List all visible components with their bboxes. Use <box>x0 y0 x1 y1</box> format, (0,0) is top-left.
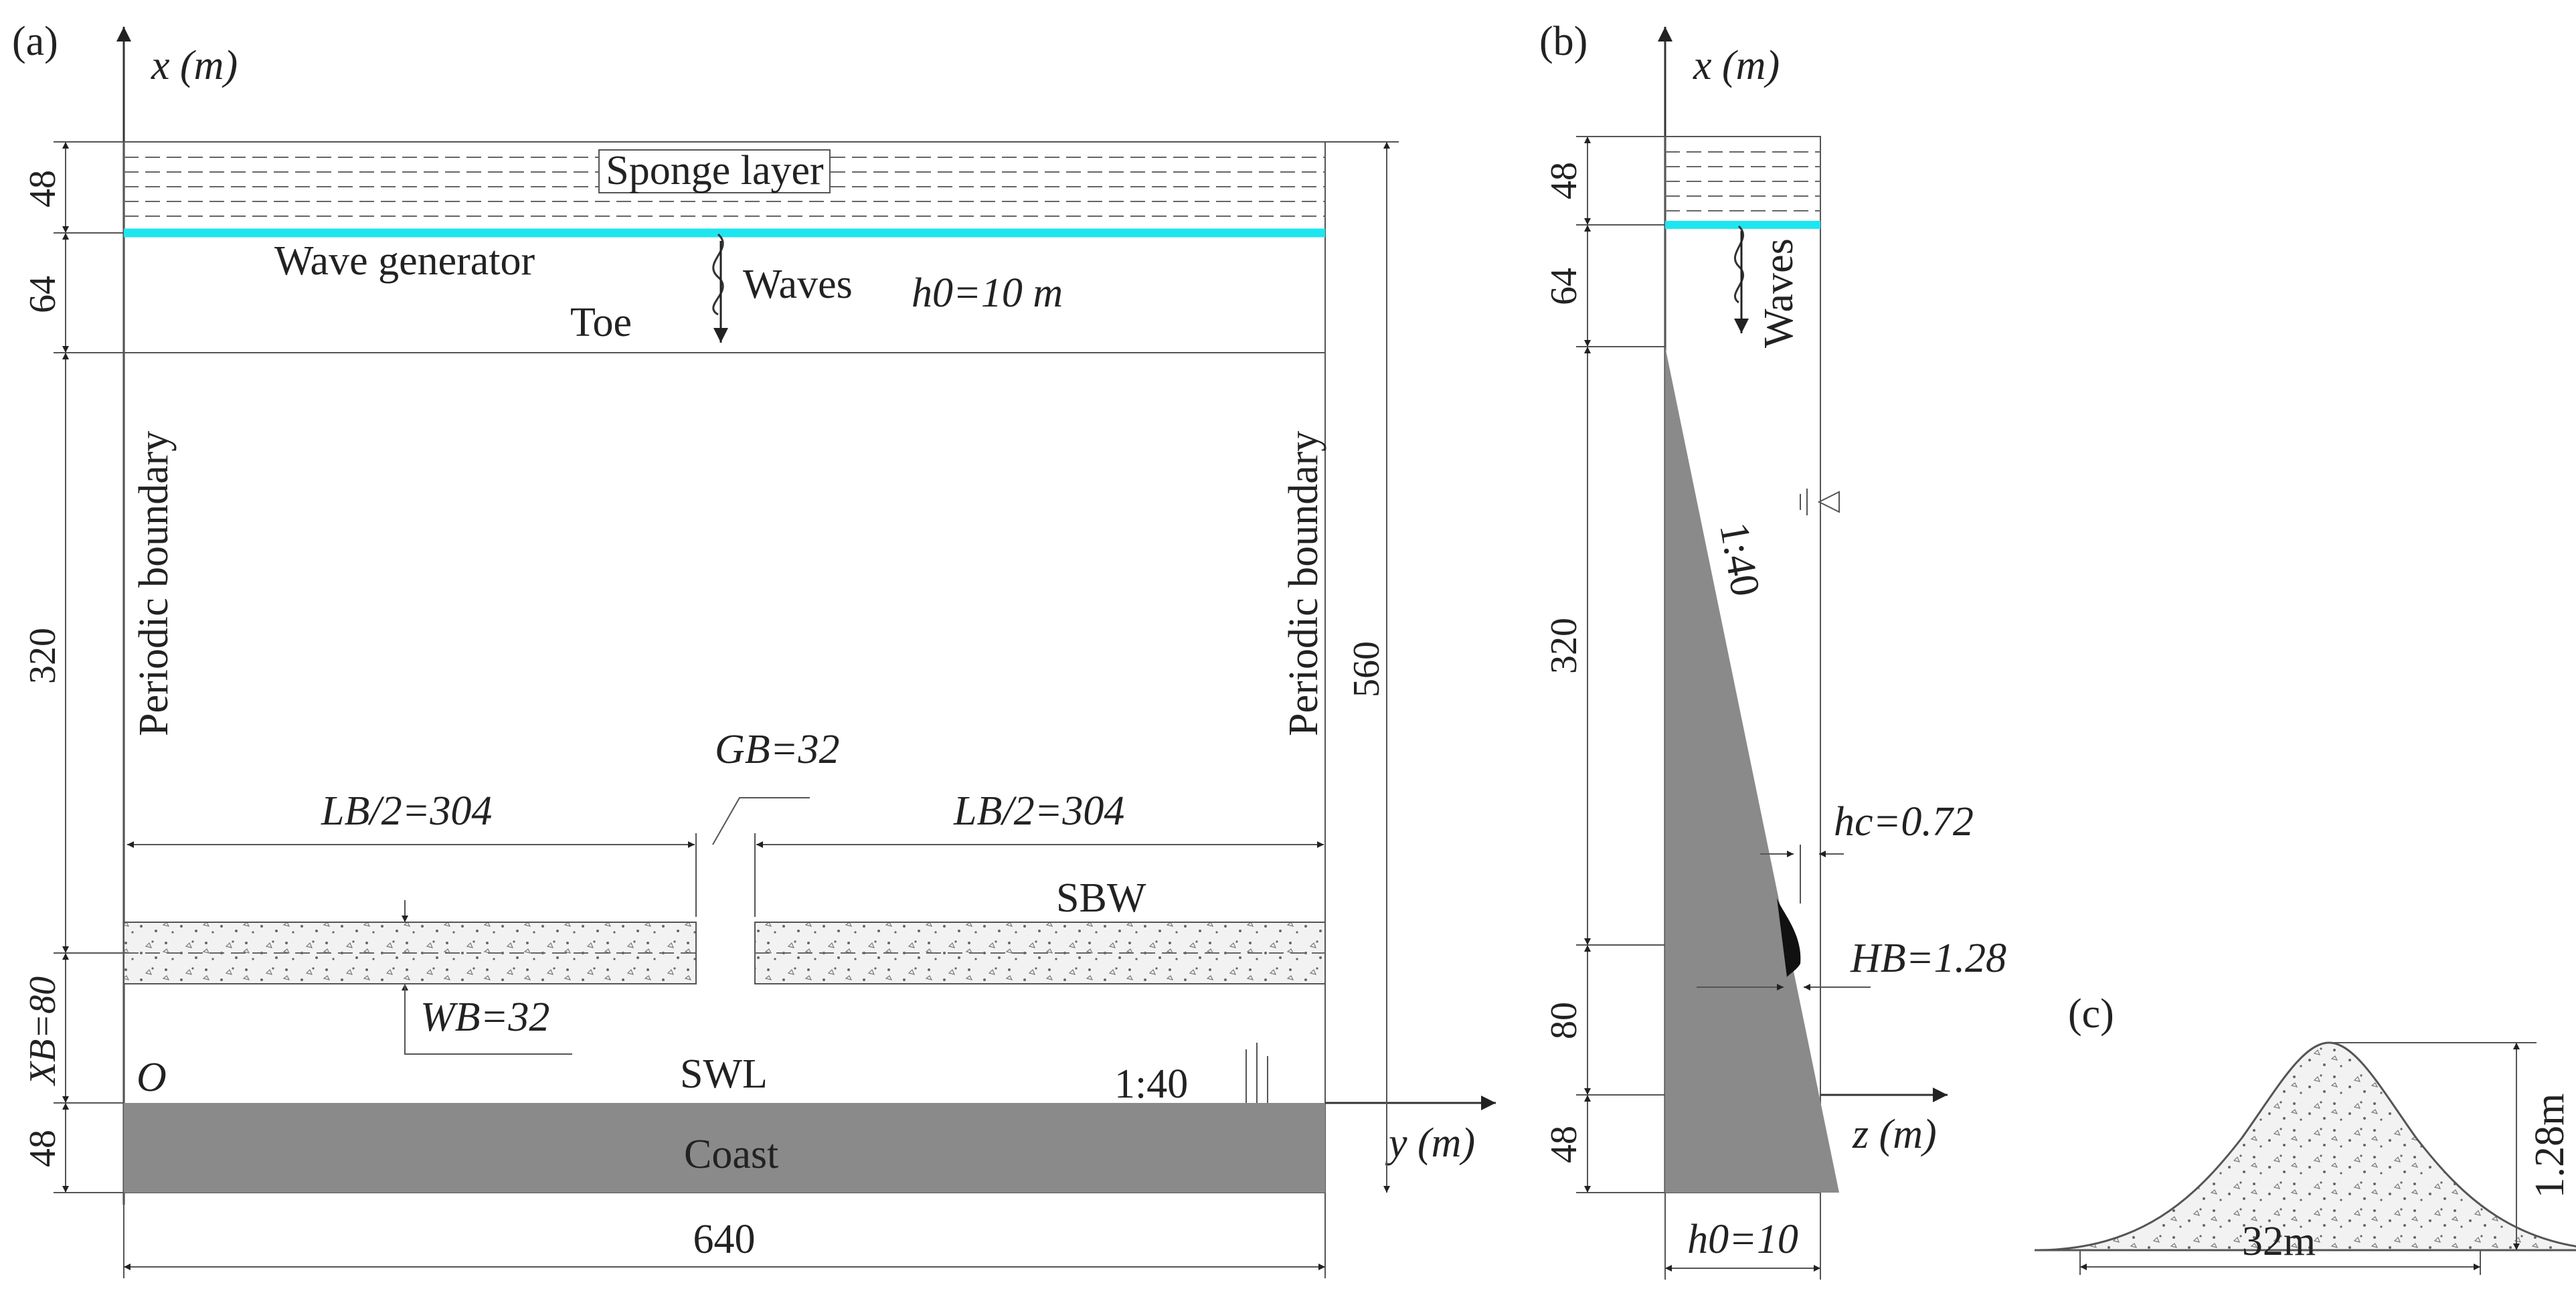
panel-a-right-boundary-label: Periodic boundary <box>1281 431 1326 736</box>
panel-b-tag: (b) <box>1539 19 1587 64</box>
panel-b: (b) x (m) Waves 1:40 hc=0.72 <box>1539 19 2006 1280</box>
panel-c: (c) 1.28m 32m <box>2034 991 2576 1275</box>
panel-a-dim-total: 560 <box>1346 641 1387 697</box>
panel-a-sbw-label: SBW <box>1056 875 1146 921</box>
panel-b-wave-squiggle <box>1733 225 1744 304</box>
panel-a-tag: (a) <box>12 19 58 64</box>
panel-b-dim-80: 80 <box>1543 1002 1585 1039</box>
panel-a-swl-label: SWL <box>680 1051 768 1097</box>
panel-a: (a) x (m) Sponge layer Wave generator Wa… <box>12 19 1496 1278</box>
panel-b-seabed <box>1665 347 1839 1193</box>
panel-a-wave-generator-label: Wave generator <box>274 238 535 284</box>
panel-c-tag: (c) <box>2068 991 2114 1037</box>
panel-a-right-half-label: LB/2=304 <box>953 788 1124 834</box>
panel-a-x-axis-label: x (m) <box>151 43 238 88</box>
panel-c-width-label: 32m <box>2242 1219 2316 1264</box>
panel-b-x-axis-label: x (m) <box>1693 43 1780 88</box>
panel-a-wave-squiggle <box>712 233 724 316</box>
panel-a-sponge-label: Sponge layer <box>606 148 824 193</box>
panel-a-dim-width: 640 <box>693 1217 756 1262</box>
panel-a-width-label: WB=32 <box>420 995 549 1040</box>
panel-b-water-level-symbol <box>1800 489 1840 515</box>
panel-a-slope-label: 1:40 <box>1114 1061 1188 1107</box>
panel-b-hb-label: HB=1.28 <box>1850 936 2006 981</box>
panel-b-sponge-hatching <box>1665 151 1820 211</box>
panel-a-domain <box>123 141 1326 1193</box>
panel-b-depth-label: h0=10 <box>1687 1217 1798 1262</box>
panel-b-dim-320: 320 <box>1543 618 1585 674</box>
panel-a-dim-320: 320 <box>22 628 64 684</box>
panel-a-dim-48-bottom: 48 <box>22 1130 64 1167</box>
panel-a-y-axis-label: y (m) <box>1385 1120 1475 1166</box>
panel-a-origin-label: O <box>137 1055 167 1100</box>
panel-a-gap-label: GB=32 <box>715 727 839 772</box>
panel-b-dim-64: 64 <box>1543 268 1585 305</box>
panel-a-gap-leader <box>712 797 810 845</box>
panel-a-dim-64: 64 <box>22 276 64 313</box>
panel-a-depth-label: h0=10 m <box>912 270 1063 316</box>
panel-a-left-half-label: LB/2=304 <box>321 788 492 834</box>
panel-a-coast-label: Coast <box>684 1132 778 1177</box>
panel-a-sponge-label-box <box>598 149 831 193</box>
panel-b-breakwater <box>1777 898 1801 977</box>
panel-b-dim-48-bottom: 48 <box>1543 1126 1585 1163</box>
panel-b-dim-48-top: 48 <box>1543 162 1585 199</box>
panel-a-dim-offset: XB=80 <box>22 976 64 1086</box>
panel-b-slope-label: 1:40 <box>1711 519 1768 600</box>
panel-b-z-axis-label: z (m) <box>1852 1112 1937 1157</box>
panel-a-waves-label: Waves <box>743 262 853 307</box>
panel-c-height-label: 1.28m <box>2527 1094 2573 1199</box>
panel-a-dim-48-top: 48 <box>22 170 64 207</box>
panel-b-waves-label: Waves <box>1756 238 1802 348</box>
panel-a-water-level-symbol <box>1246 1043 1268 1108</box>
panel-b-hc-label: hc=0.72 <box>1834 799 1974 845</box>
panel-a-toe-label: Toe <box>570 300 632 345</box>
panel-a-left-boundary-label: Periodic boundary <box>131 431 177 736</box>
panel-a-coast <box>124 1103 1325 1193</box>
